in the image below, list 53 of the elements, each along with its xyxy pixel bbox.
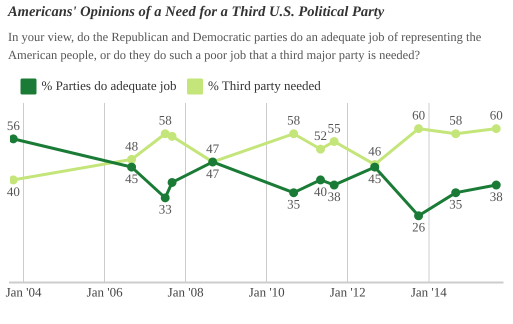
chart-title: Americans' Opinions of a Need for a Third U.S. Political Party: [8, 4, 384, 21]
point: [316, 144, 326, 154]
point: [316, 175, 326, 184]
legend-label: % Third party needed: [208, 78, 322, 93]
point: [492, 124, 501, 134]
point: [289, 129, 298, 138]
chart-subtitle: In your view, do the Republican and Democratic parties do an adequate job of representing the American people, or do they do such a poor job that a third major party is needed?: [8, 29, 482, 64]
legend-label: % Parties do adequate job: [42, 78, 177, 93]
point: [10, 134, 18, 144]
point: [414, 124, 424, 134]
x-tick-label: Jan '04: [6, 284, 42, 300]
data-label: 26: [412, 220, 426, 235]
x-tick-label: Jan '12: [330, 284, 366, 300]
point: [127, 162, 136, 172]
x-tick-label: Jan '10: [248, 284, 285, 300]
x-tick-label: Jan '14: [410, 284, 448, 300]
data-label: 35: [449, 196, 462, 212]
data-label: 40: [6, 184, 20, 199]
point: [370, 162, 380, 172]
point: [451, 188, 460, 198]
data-label: 48: [125, 138, 138, 154]
data-label: 58: [287, 112, 300, 128]
data-label: 55: [328, 120, 341, 136]
point: [160, 129, 170, 138]
point: [168, 132, 177, 141]
data-label: 45: [368, 170, 382, 186]
x-tick-label: Jan '06: [86, 284, 124, 300]
point: [451, 129, 460, 138]
data-label: 58: [158, 112, 172, 128]
data-label: 46: [368, 143, 382, 158]
data-label: 33: [158, 202, 172, 217]
point: [168, 178, 177, 187]
point: [492, 180, 501, 190]
data-label: 60: [412, 108, 426, 123]
data-label: 56: [6, 118, 20, 133]
x-tick-label: Jan '08: [168, 284, 204, 300]
point: [10, 175, 18, 184]
data-label: 38: [328, 188, 341, 204]
point: [160, 193, 170, 202]
data-label: 47: [206, 140, 220, 156]
point: [414, 211, 424, 220]
data-label: 52: [314, 128, 328, 144]
point: [289, 188, 298, 198]
data-label: 58: [449, 112, 462, 128]
point: [330, 180, 339, 190]
data-label: 60: [490, 108, 503, 123]
data-label: 45: [125, 170, 138, 186]
data-label: 35: [287, 196, 300, 212]
data-label: 47: [206, 166, 220, 181]
point: [127, 154, 136, 164]
point: [330, 136, 339, 146]
data-label: 40: [314, 184, 328, 199]
data-label: 38: [490, 188, 503, 204]
